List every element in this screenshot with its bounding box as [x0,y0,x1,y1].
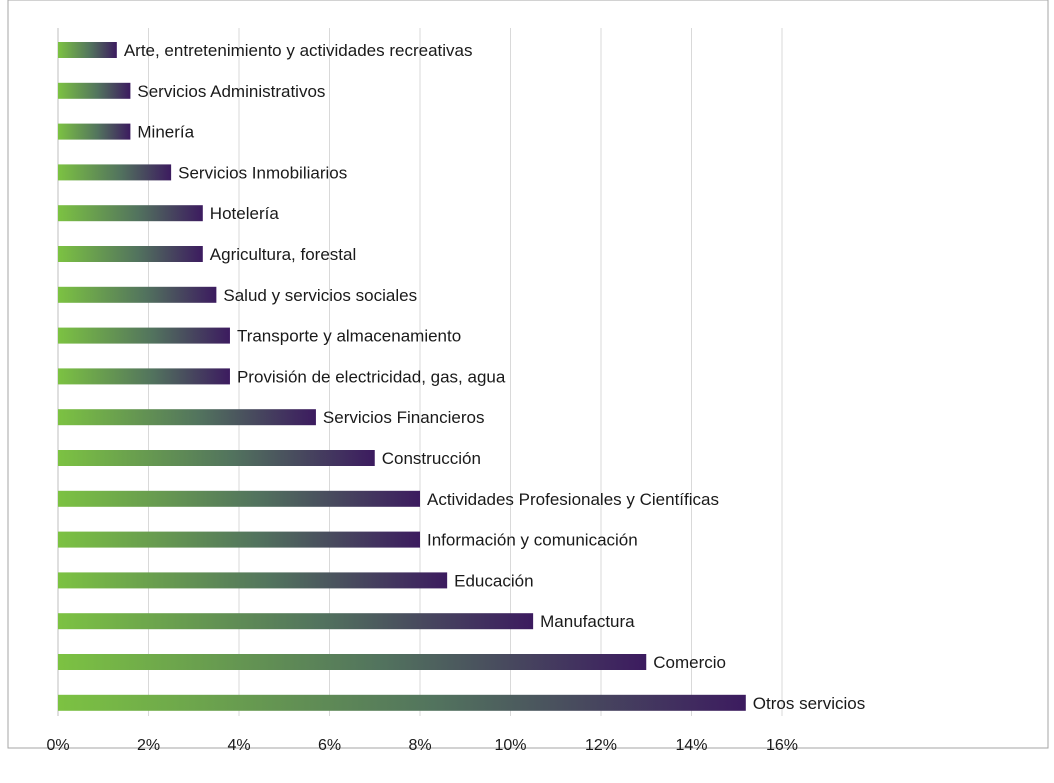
bar [58,531,420,548]
bar [58,164,172,181]
x-tick-label: 12% [585,737,617,754]
bar-category-label: Manufactura [540,612,635,631]
bar-category-label: Arte, entretenimiento y actividades recr… [124,41,473,60]
x-tick-label: 16% [766,737,798,754]
x-tick-label: 4% [227,737,250,754]
bar-category-label: Salud y servicios sociales [223,286,417,305]
bar [58,654,647,670]
bar-category-label: Minería [137,123,194,142]
bar [58,286,217,303]
bar-category-label: Agricultura, forestal [210,245,356,264]
x-tick-label: 10% [494,737,526,754]
bar [58,205,203,222]
gridlines [57,28,783,716]
bar [58,246,203,262]
bar-category-label: Educación [454,571,533,590]
bars [58,42,746,711]
x-tick-label: 2% [137,737,160,754]
bar [58,450,375,466]
bar-category-label: Otros servicios [753,694,865,713]
bar-category-label: Construcción [382,449,481,468]
bar-category-label: Servicios Financieros [323,408,485,427]
bar [58,409,316,426]
bar-category-label: Actividades Profesionales y Científicas [427,490,719,509]
bar-category-label: Comercio [653,653,726,672]
bar [58,42,117,58]
bar [58,613,534,630]
bar [58,368,230,385]
bar [58,82,131,99]
x-tick-label: 0% [46,737,69,754]
bar-category-label: Servicios Administrativos [137,82,325,101]
x-tick-label: 14% [675,737,707,754]
bar [58,490,420,507]
bar-labels: Arte, entretenimiento y actividades recr… [124,41,865,713]
bar-category-label: Provisión de electricidad, gas, agua [237,367,506,386]
bar-category-label: Servicios Inmobiliarios [178,163,347,182]
x-axis-tick-labels: 0% 2% 4% 6% 8% 10% 12% 14% 16% [46,737,798,754]
bar-category-label: Información y comunicación [427,531,638,550]
chart-border [7,0,1049,749]
bar [58,327,230,344]
bar-category-label: Hotelería [210,204,280,223]
x-tick-label: 6% [318,737,341,754]
bar [58,123,131,140]
bar-category-label: Transporte y almacenamiento [237,327,461,346]
bar [58,694,746,711]
x-tick-label: 8% [408,737,431,754]
bar [58,572,448,589]
